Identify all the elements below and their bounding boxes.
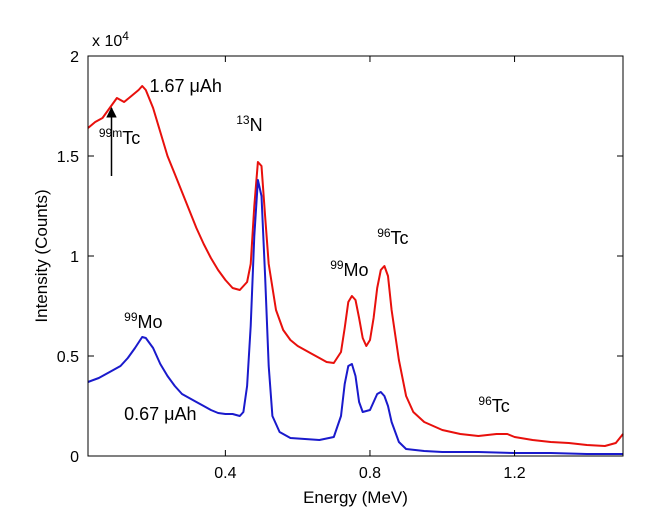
x-tick-label: 0.4: [214, 465, 236, 482]
x-tick-label: 1.2: [503, 465, 525, 482]
annotation-n13: 13N: [236, 113, 262, 135]
annotation-mo99-right: 99Mo: [330, 258, 368, 280]
y-axis-multiplier: x 104: [92, 29, 129, 50]
y-axis-label: Intensity (Counts): [32, 189, 51, 322]
x-axis-label: Energy (MeV): [303, 488, 408, 507]
y-tick-label: 1.5: [57, 149, 79, 166]
series-line-1: [87, 85, 624, 447]
y-tick-label: 0.5: [57, 349, 79, 366]
annotation-layer: 1.67 μAh 13N 99mTc 99Mo 96Tc 99Mo 0.67 μAh 96Tc: [99, 76, 510, 424]
tick-layer: 0.4 0.8 1.2 0 0.5 1 1.5 2: [57, 49, 623, 482]
annotation-tc96-tail: 96Tc: [478, 394, 509, 416]
annotation-dose-high: 1.67 μAh: [149, 76, 221, 96]
y-tick-label: 0: [70, 449, 79, 466]
annotation-tc96-peak: 96Tc: [377, 226, 408, 248]
y-tick-label: 2: [70, 49, 79, 66]
series-line-2: [87, 179, 623, 455]
y-tick-label: 1: [70, 249, 79, 266]
x-tick-label: 0.8: [359, 465, 381, 482]
annotation-dose-low: 0.67 μAh: [124, 404, 196, 424]
series-layer: [87, 85, 624, 455]
annotation-mo99-left: 99Mo: [124, 310, 162, 332]
annotation-tc99m: 99mTc: [99, 126, 140, 148]
plot-frame: [87, 55, 624, 457]
